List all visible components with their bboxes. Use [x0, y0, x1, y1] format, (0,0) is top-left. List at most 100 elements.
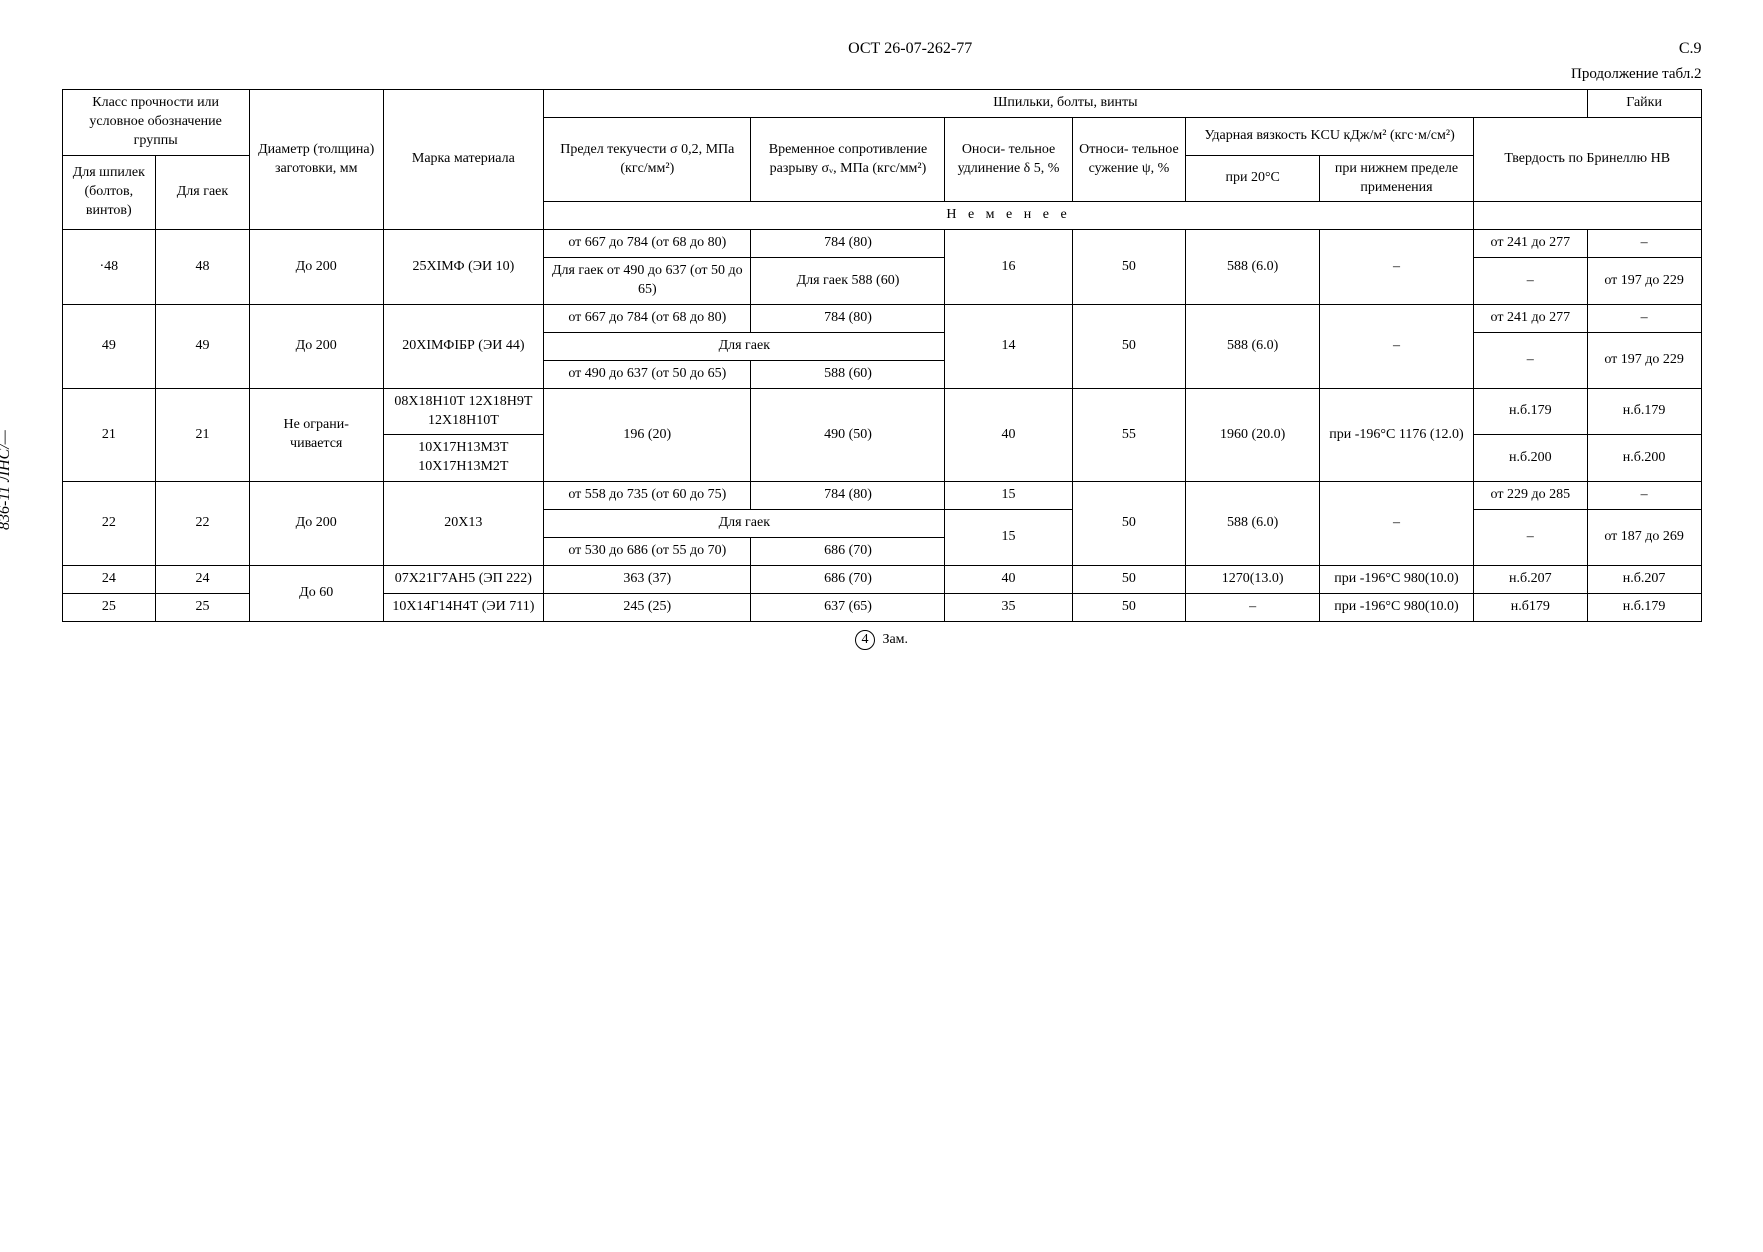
cell: До 60 — [249, 565, 383, 621]
cell: 22 — [156, 482, 250, 566]
hdr-elongation: Оноси- тельное удлинение δ 5, % — [945, 117, 1072, 202]
cell: 22 — [62, 482, 156, 566]
cell: 24 — [156, 565, 250, 593]
cell: – — [1186, 593, 1320, 621]
cell: Для гаек 588 (60) — [751, 258, 945, 305]
cell: 245 (25) — [544, 593, 751, 621]
cell: 363 (37) — [544, 565, 751, 593]
cell: 588 (60) — [751, 360, 945, 388]
hdr-for-nuts-col: Для гаек — [156, 155, 250, 230]
hdr-for-studs: Для шпилек (болтов, винтов) — [62, 155, 156, 230]
cell: от 241 до 277 — [1473, 305, 1587, 333]
table-row: 22 22 До 200 20Х13 от 558 до 735 (от 60 … — [62, 482, 1701, 510]
hdr-reduction: Относи- тельное сужение ψ, % — [1072, 117, 1186, 202]
table-continuation-label: Продолжение табл.2 — [62, 66, 1702, 83]
table-row: 24 24 До 60 07Х21Г7АН5 (ЭП 222) 363 (37)… — [62, 565, 1701, 593]
cell: – — [1473, 332, 1587, 388]
cell: 16 — [945, 230, 1072, 305]
hdr-material-grade: Марка материала — [383, 90, 544, 230]
page-footer: 4 Зам. — [62, 630, 1702, 650]
cell: 10Х14Г14Н4Т (ЭИ 711) — [383, 593, 544, 621]
cell: от 197 до 229 — [1587, 258, 1701, 305]
table-row: 49 49 До 200 20ХIМФIБР (ЭИ 44) от 667 до… — [62, 305, 1701, 333]
cell: До 200 — [249, 305, 383, 389]
cell: Для гаек от 490 до 637 (от 50 до 65) — [544, 258, 751, 305]
cell: 20ХIМФIБР (ЭИ 44) — [383, 305, 544, 389]
side-margin-note: 836-11 ЛНС/— — [0, 430, 14, 530]
cell: 50 — [1072, 230, 1186, 305]
cell-nuts-span: Для гаек — [544, 332, 945, 360]
table-row: ·48 48 До 200 25ХIМФ (ЭИ 10) от 667 до 7… — [62, 230, 1701, 258]
hdr-impact-low: при нижнем пределе применения — [1320, 155, 1474, 202]
cell: 588 (6.0) — [1186, 305, 1320, 389]
cell: 1270(13.0) — [1186, 565, 1320, 593]
cell: от 667 до 784 (от 68 до 80) — [544, 305, 751, 333]
cell: при -196°С 980(10.0) — [1320, 565, 1474, 593]
cell: н.б.179 — [1587, 593, 1701, 621]
cell: 40 — [945, 388, 1072, 482]
cell: 1960 (20.0) — [1186, 388, 1320, 482]
cell: 48 — [156, 230, 250, 305]
hdr-hardness-empty — [1473, 202, 1701, 230]
cell: 35 — [945, 593, 1072, 621]
cell: – — [1473, 510, 1587, 566]
cell: 784 (80) — [751, 482, 945, 510]
cell: 25ХIМФ (ЭИ 10) — [383, 230, 544, 305]
page-header: ОСТ 26-07-262-77 С.9 — [62, 40, 1702, 58]
hdr-not-less-than: Н е м е н е е — [544, 202, 1474, 230]
cell: 24 — [62, 565, 156, 593]
cell: от 241 до 277 — [1473, 230, 1587, 258]
cell: н.б.207 — [1473, 565, 1587, 593]
hdr-nuts: Гайки — [1587, 90, 1701, 118]
cell: 784 (80) — [751, 305, 945, 333]
cell: 40 — [945, 565, 1072, 593]
cell: 50 — [1072, 565, 1186, 593]
cell: 14 — [945, 305, 1072, 389]
hdr-tensile-strength: Временное сопротивление разрыву σᵥ, МПа … — [751, 117, 945, 202]
cell: – — [1587, 230, 1701, 258]
cell: 637 (65) — [751, 593, 945, 621]
cell: – — [1320, 482, 1474, 566]
document-id: ОСТ 26-07-262-77 — [142, 40, 1679, 58]
cell: при -196°С 1176 (12.0) — [1320, 388, 1474, 482]
footer-number: 4 — [855, 630, 875, 650]
cell: 686 (70) — [751, 565, 945, 593]
cell: 196 (20) — [544, 388, 751, 482]
cell: н.б.200 — [1587, 435, 1701, 482]
cell: – — [1320, 305, 1474, 389]
cell-nuts-span: Для гаек — [544, 510, 945, 538]
cell: 15 — [945, 482, 1072, 510]
cell: 490 (50) — [751, 388, 945, 482]
hdr-diameter: Диаметр (толщина) заготовки, мм — [249, 90, 383, 230]
cell: н.б.207 — [1587, 565, 1701, 593]
cell: от 490 до 637 (от 50 до 65) — [544, 360, 751, 388]
cell: от 558 до 735 (от 60 до 75) — [544, 482, 751, 510]
cell: 686 (70) — [751, 538, 945, 566]
cell: при -196°С 980(10.0) — [1320, 593, 1474, 621]
cell: от 229 до 285 — [1473, 482, 1587, 510]
cell: Не ограни- чивается — [249, 388, 383, 482]
cell: 50 — [1072, 305, 1186, 389]
cell: 49 — [62, 305, 156, 389]
cell: от 667 до 784 (от 68 до 80) — [544, 230, 751, 258]
cell: 10Х17Н13М3Т 10Х17Н13М2Т — [383, 435, 544, 482]
cell: До 200 — [249, 230, 383, 305]
cell: 25 — [62, 593, 156, 621]
cell: н.б179 — [1473, 593, 1587, 621]
cell: 07Х21Г7АН5 (ЭП 222) — [383, 565, 544, 593]
cell: от 197 до 229 — [1587, 332, 1701, 388]
hdr-yield-strength: Предел текучести σ 0,2, МПа (кгс/мм²) — [544, 117, 751, 202]
materials-table: Класс прочности или условное обозначение… — [62, 89, 1702, 622]
hdr-brinell-hardness: Твердость по Бринеллю НВ — [1473, 117, 1701, 202]
cell: 49 — [156, 305, 250, 389]
hdr-impact-toughness: Ударная вязкость KCU кДж/м² (кгс·м/см²) — [1186, 117, 1474, 155]
cell: 50 — [1072, 593, 1186, 621]
cell: 21 — [156, 388, 250, 482]
cell: 588 (6.0) — [1186, 230, 1320, 305]
cell: н.б.200 — [1473, 435, 1587, 482]
table-row: 21 21 Не ограни- чивается 08Х18Н10Т 12Х1… — [62, 388, 1701, 435]
cell: – — [1587, 482, 1701, 510]
cell: 55 — [1072, 388, 1186, 482]
page-number: С.9 — [1679, 40, 1702, 58]
cell: н.б.179 — [1587, 388, 1701, 435]
